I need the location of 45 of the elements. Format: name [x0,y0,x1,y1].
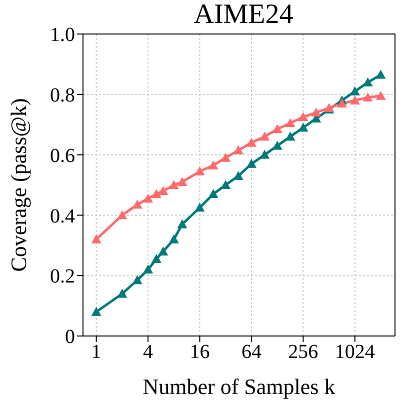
point [362,77,373,86]
point [208,160,218,170]
point [362,92,373,102]
x-tick-label: 1 [91,341,102,364]
y-tick-label: 0.2 [50,266,75,288]
point [260,132,270,141]
point [272,124,282,134]
point [336,98,347,108]
point [220,180,231,189]
point [285,118,296,128]
y-tick-label: 0.8 [50,84,75,106]
point [168,180,179,189]
point [246,158,256,168]
point [194,202,205,212]
x-tick-label: 16 [190,341,210,364]
point [376,90,386,100]
point [246,138,256,147]
point [91,306,102,316]
point [168,234,179,244]
point [260,150,270,159]
x-tick-label: 1024 [334,341,375,364]
point [350,86,360,96]
y-axis-title: Coverage (pass@k) [6,98,31,272]
x-tick-label: 256 [288,341,318,364]
point [285,132,296,141]
y-tick-label: 0.6 [50,144,75,167]
point [298,122,308,132]
y-tick-label: 1.0 [50,24,75,46]
point [350,95,360,104]
point [311,108,322,117]
point [376,70,386,79]
x-axis-title: Number of Samples k [142,374,336,399]
chart-title: AIME24 [192,0,294,30]
point [91,234,102,244]
x-tick-label: 4 [143,341,154,364]
point [194,166,205,176]
x-tick-label: 64 [241,341,262,364]
point [298,112,308,122]
point [272,140,282,150]
y-tick-label: 0.4 [50,205,75,228]
point [220,152,231,162]
point [233,170,244,180]
y-tick-label: 0 [65,326,75,348]
point [208,189,218,198]
point [233,145,244,154]
